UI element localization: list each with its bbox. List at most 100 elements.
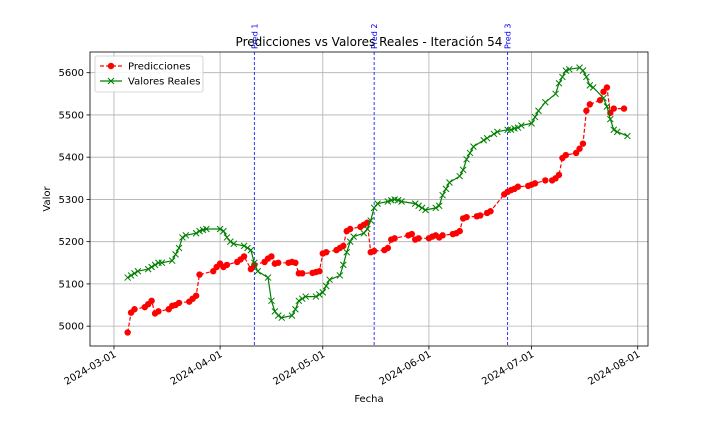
data-point — [192, 292, 200, 299]
y-tick-label: 5600 — [59, 68, 84, 79]
data-point — [459, 166, 467, 174]
x-axis-title: Fecha — [354, 394, 383, 405]
data-point — [268, 253, 275, 260]
data-point — [322, 282, 330, 290]
y-tick-label: 5400 — [59, 153, 84, 164]
data-point — [268, 297, 275, 305]
plot-area — [89, 51, 649, 347]
data-point — [439, 191, 446, 199]
data-point — [542, 177, 549, 184]
data-point — [466, 149, 474, 157]
data-point — [583, 73, 590, 81]
data-point — [295, 297, 303, 305]
data-point — [124, 329, 131, 336]
data-point — [343, 248, 351, 256]
data-point — [583, 107, 590, 114]
data-point — [298, 295, 306, 303]
data-point — [398, 198, 405, 205]
data-point — [576, 145, 583, 152]
data-point — [223, 234, 231, 241]
data-point — [442, 185, 450, 193]
data-point — [196, 271, 203, 278]
data-point — [528, 120, 535, 127]
data-point — [531, 113, 539, 121]
data-point — [131, 269, 138, 277]
data-point — [600, 94, 607, 102]
data-point — [470, 143, 477, 150]
data-point — [391, 235, 398, 242]
data-point — [240, 242, 248, 250]
data-point — [316, 268, 323, 275]
data-point — [227, 238, 234, 246]
data-point — [494, 128, 501, 136]
data-point — [446, 179, 453, 186]
data-point — [535, 107, 542, 115]
data-point — [586, 101, 594, 108]
data-point — [562, 151, 570, 159]
data-point — [131, 306, 138, 313]
data-point — [271, 308, 279, 315]
data-point — [565, 65, 573, 73]
y-tick-label: 5300 — [59, 195, 84, 206]
prediction-line-label: Pred 3 — [504, 24, 513, 49]
data-point — [316, 291, 323, 298]
data-point — [463, 213, 470, 221]
data-point — [254, 267, 262, 275]
data-point — [579, 140, 587, 147]
data-point — [134, 267, 142, 275]
data-point — [360, 229, 368, 237]
legend-label: Valores Reales — [128, 77, 200, 88]
data-point — [408, 230, 415, 238]
data-point — [175, 299, 183, 307]
data-point — [624, 132, 631, 140]
data-point — [326, 276, 333, 284]
data-point — [456, 227, 463, 235]
data-point — [264, 274, 272, 281]
data-point — [620, 105, 628, 112]
legend-item: Valores Reales — [100, 77, 200, 88]
prediction-line-label: Pred 2 — [370, 24, 379, 49]
data-point — [144, 265, 152, 273]
data-point — [384, 244, 392, 252]
y-tick-label: 5000 — [59, 322, 84, 333]
data-point — [552, 90, 559, 98]
data-point — [230, 240, 238, 248]
legend-item: Predicciones — [100, 62, 191, 73]
data-point — [370, 247, 378, 255]
data-point — [299, 270, 306, 277]
legend-swatch-marker — [107, 77, 115, 85]
data-point — [148, 263, 155, 271]
data-point — [247, 246, 255, 254]
data-point — [603, 84, 611, 91]
prediction-line-label: Pred 1 — [250, 24, 259, 49]
y-axis: 5000 5100 5200 5300 5400 5500 5600 — [59, 68, 90, 333]
data-point — [514, 124, 522, 131]
data-point — [480, 136, 488, 144]
data-point — [292, 305, 299, 313]
data-point — [278, 314, 286, 322]
data-point — [487, 208, 494, 215]
legend-label: Predicciones — [128, 62, 191, 73]
data-point — [179, 234, 186, 241]
data-point — [339, 261, 347, 269]
data-point — [603, 103, 611, 110]
data-point — [490, 130, 498, 138]
y-axis-title: Valor — [42, 186, 53, 212]
data-point — [610, 126, 618, 134]
data-point — [432, 204, 440, 212]
data-point — [559, 73, 566, 81]
data-point — [411, 200, 419, 208]
data-point — [250, 259, 258, 267]
data-point — [302, 293, 310, 300]
data-point — [127, 272, 135, 279]
data-point — [586, 82, 594, 89]
y-tick-label: 5100 — [59, 279, 84, 290]
data-point — [456, 172, 464, 180]
chart-title: Predicciones vs Valores Reales - Iteraci… — [236, 35, 503, 49]
data-point — [422, 206, 429, 214]
legend-box — [94, 55, 204, 93]
data-point — [244, 244, 251, 252]
data-point — [275, 259, 282, 266]
data-point — [415, 202, 422, 210]
